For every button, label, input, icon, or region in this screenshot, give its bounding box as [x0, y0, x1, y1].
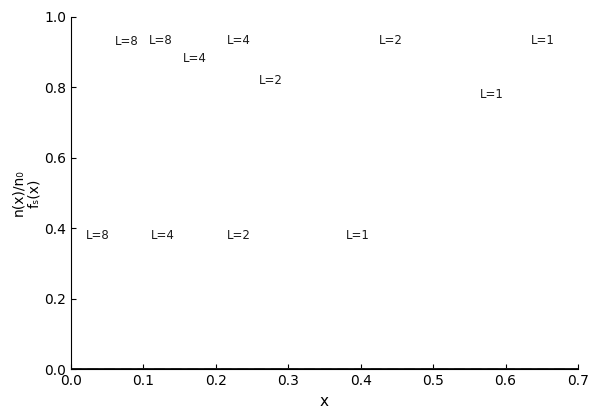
- Y-axis label: n(x)/n₀
fₛ(x): n(x)/n₀ fₛ(x): [11, 170, 41, 216]
- Text: L=2: L=2: [227, 229, 251, 242]
- Text: L=4: L=4: [151, 229, 175, 242]
- Text: L=2: L=2: [259, 74, 283, 87]
- Text: L=8: L=8: [115, 35, 138, 48]
- Text: L=1: L=1: [480, 88, 504, 101]
- Text: L=1: L=1: [346, 229, 370, 242]
- Text: L=2: L=2: [379, 34, 403, 47]
- Text: L=1: L=1: [531, 34, 555, 47]
- X-axis label: x: x: [320, 394, 329, 409]
- Text: L=8: L=8: [85, 229, 109, 242]
- Text: L=4: L=4: [227, 34, 251, 47]
- Text: L=4: L=4: [183, 52, 207, 66]
- Text: L=8: L=8: [149, 34, 173, 47]
